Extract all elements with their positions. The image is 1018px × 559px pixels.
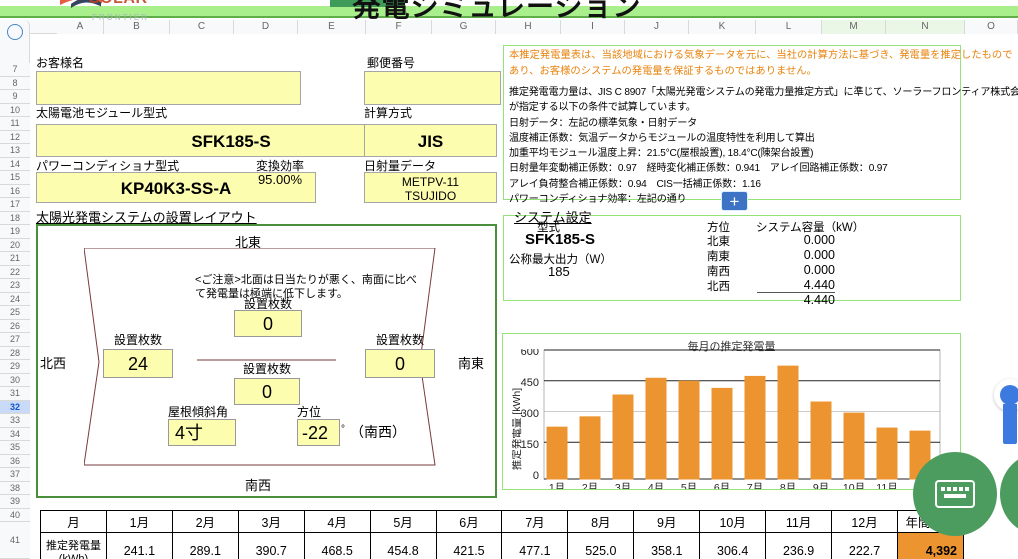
svg-text:150: 150 [521, 439, 539, 451]
svg-text:10月: 10月 [843, 482, 865, 489]
svg-text:6月: 6月 [714, 482, 730, 489]
svg-text:5月: 5月 [681, 482, 697, 489]
svg-text:2月: 2月 [582, 482, 598, 489]
svg-text:0: 0 [533, 470, 539, 482]
svg-text:600: 600 [521, 349, 539, 358]
svg-text:3月: 3月 [615, 482, 631, 489]
svg-text:1月: 1月 [549, 482, 565, 489]
svg-text:8月: 8月 [780, 482, 796, 489]
svg-text:450: 450 [521, 377, 539, 389]
svg-text:4月: 4月 [648, 482, 664, 489]
svg-text:9月: 9月 [813, 482, 829, 489]
svg-text:11月: 11月 [876, 482, 897, 489]
svg-text:300: 300 [521, 408, 539, 420]
svg-text:推定発電量 [kWh]: 推定発電量 [kWh] [512, 388, 523, 470]
svg-text:7月: 7月 [747, 482, 763, 489]
